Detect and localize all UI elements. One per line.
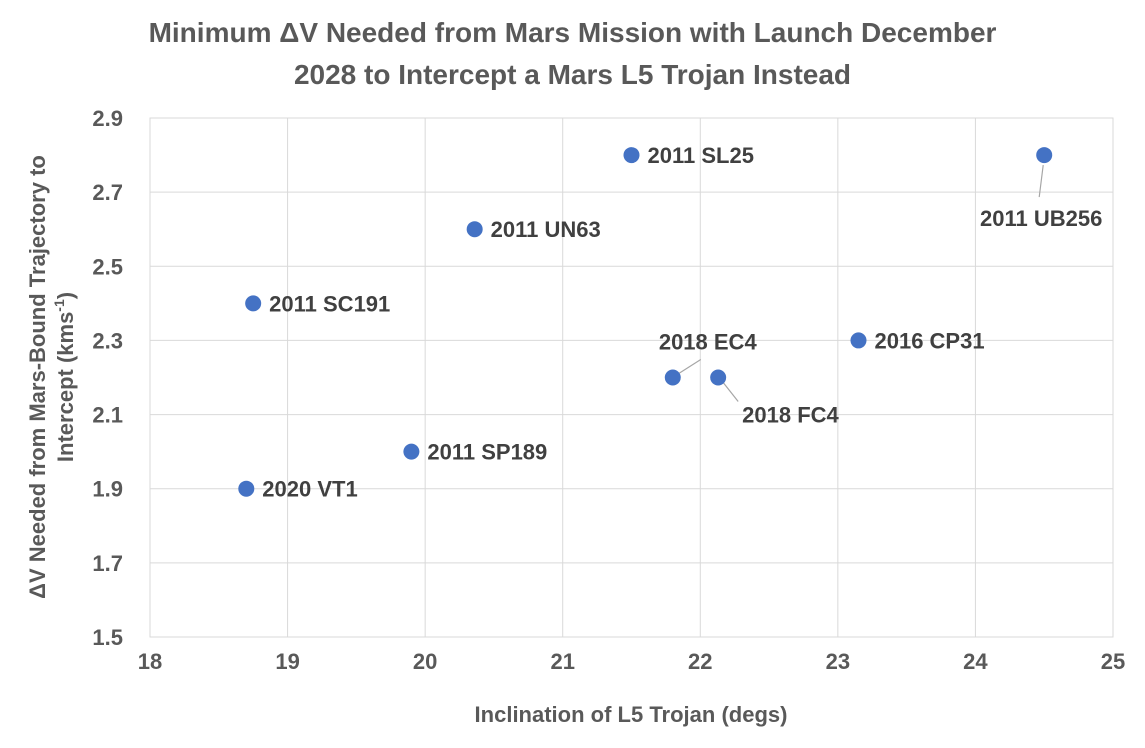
y-tick-label: 1.5 [92, 625, 123, 650]
y-tick-label: 2.9 [92, 106, 123, 131]
y-tick-label: 1.9 [92, 477, 123, 502]
data-label: 2011 UB256 [980, 206, 1102, 231]
chart-title: Minimum ΔV Needed from Mars Mission with… [0, 12, 1145, 96]
x-tick-label: 19 [275, 649, 299, 674]
x-tick-label: 20 [413, 649, 437, 674]
gridlines [149, 117, 1114, 638]
data-point-group: 2011 UB256 [980, 147, 1102, 231]
data-point [403, 443, 420, 460]
y-tick-label: 2.3 [92, 328, 123, 353]
x-tick-label: 23 [826, 649, 850, 674]
tick-labels: 18 19 20 21 22 23 24 25 1.5 1.7 1.9 2.1 2.3 2.5 2.7 2.9 [92, 106, 1125, 674]
y-tick-label: 2.1 [92, 403, 123, 428]
data-point [238, 480, 255, 497]
data-label: 2011 SC191 [269, 291, 390, 316]
data-point-group: 2018 FC4 [710, 369, 840, 428]
data-point-group: 2011 SC191 [245, 291, 390, 316]
y-tick-label: 2.7 [92, 180, 123, 205]
data-point-group: 2011 UN63 [466, 217, 601, 242]
data-label: 2020 VT1 [262, 477, 357, 502]
data-points: 2020 VT1 2011 SC191 2011 SP189 2011 UN63 201… [238, 143, 1102, 502]
data-label: 2018 EC4 [659, 330, 758, 355]
x-axis-label: Inclination of L5 Trojan (degs) [475, 702, 788, 727]
data-label: 2018 FC4 [742, 403, 839, 428]
y-axis-label-line1: ΔV Needed from Mars-Bound Trajectory to [25, 155, 50, 599]
y-axis-label-line2: Intercept (kms-1) [51, 292, 78, 462]
x-tick-label: 18 [138, 649, 162, 674]
data-point [710, 369, 727, 386]
data-label: 2011 UN63 [491, 217, 601, 242]
data-point-group: 2011 SL25 [623, 143, 754, 168]
data-point-group: 2016 CP31 [850, 328, 985, 353]
y-tick-label: 2.5 [92, 254, 123, 279]
data-label: 2011 SL25 [648, 143, 754, 168]
plot-area [149, 117, 1114, 638]
x-tick-label: 21 [550, 649, 574, 674]
chart-title-line2: 2028 to Intercept a Mars L5 Trojan Inste… [293, 59, 852, 90]
leader-line [678, 358, 702, 375]
data-point [1036, 147, 1053, 164]
leader-line [1038, 164, 1044, 198]
data-label: 2016 CP31 [874, 328, 984, 353]
data-point [664, 369, 681, 386]
data-point-group: 2018 EC4 [659, 330, 758, 386]
data-point [623, 147, 640, 164]
x-tick-label: 25 [1101, 649, 1125, 674]
leader-line [722, 382, 739, 402]
y-tick-label: 1.7 [92, 551, 123, 576]
x-tick-label: 22 [688, 649, 712, 674]
data-label: 2011 SP189 [427, 440, 547, 465]
data-point-group: 2020 VT1 [238, 477, 358, 502]
data-point [466, 221, 483, 238]
data-point-group: 2011 SP189 [403, 440, 547, 465]
chart-title-line1: Minimum ΔV Needed from Mars Mission with… [148, 17, 997, 48]
data-point [245, 295, 262, 312]
data-point [850, 332, 867, 349]
x-tick-label: 24 [963, 649, 988, 674]
